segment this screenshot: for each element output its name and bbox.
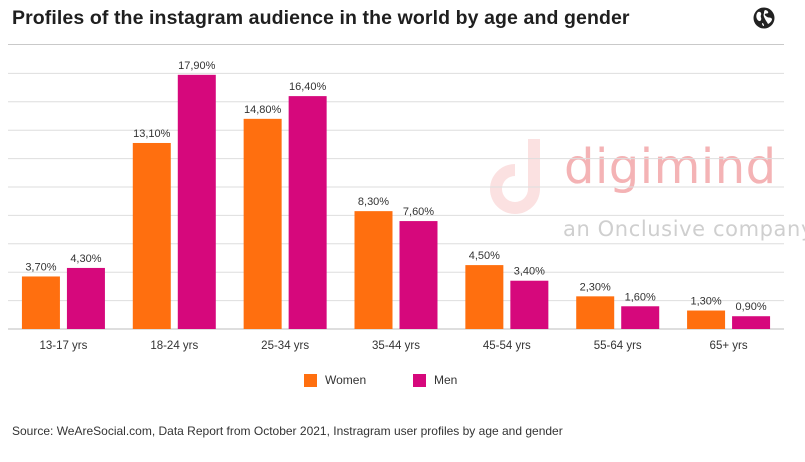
globe-icon bbox=[753, 7, 775, 29]
watermark-tagline: an Onclusive company bbox=[563, 217, 805, 241]
bar-men bbox=[399, 221, 438, 329]
bar-women bbox=[687, 310, 726, 329]
legend-label-men: Men bbox=[434, 373, 458, 387]
legend-men: Men bbox=[413, 372, 457, 388]
bar-women bbox=[243, 118, 282, 329]
data-label-men: 1,60% bbox=[625, 291, 656, 303]
digimind-logo-icon bbox=[490, 139, 540, 214]
x-tick-label: 35-44 yrs bbox=[372, 340, 420, 352]
data-label-women: 4,50% bbox=[469, 250, 500, 262]
data-label-men: 0,90% bbox=[735, 301, 766, 313]
bar-women bbox=[354, 211, 393, 329]
bar-women bbox=[132, 142, 171, 329]
data-label-men: 16,40% bbox=[289, 81, 327, 93]
x-tick-label: 13-17 yrs bbox=[39, 340, 87, 352]
bar-men bbox=[66, 267, 105, 329]
chart-title: Profiles of the instagram audience in th… bbox=[12, 7, 630, 29]
bar-men bbox=[621, 306, 660, 329]
data-label-women: 8,30% bbox=[358, 196, 389, 208]
source-note: Source: WeAreSocial.com, Data Report fro… bbox=[12, 424, 563, 438]
bar-women bbox=[465, 265, 504, 329]
data-label-men: 17,90% bbox=[178, 60, 216, 72]
data-label-women: 2,30% bbox=[580, 281, 611, 293]
x-tick-label: 18-24 yrs bbox=[150, 340, 198, 352]
data-label-men: 7,60% bbox=[403, 206, 434, 218]
legend-label-women: Women bbox=[325, 373, 367, 387]
data-label-men: 4,30% bbox=[70, 253, 101, 265]
data-label-women: 1,30% bbox=[690, 296, 721, 308]
bar-men bbox=[177, 74, 216, 329]
x-tick-label: 45-54 yrs bbox=[483, 340, 531, 352]
x-tick-label: 65+ yrs bbox=[710, 340, 748, 352]
data-label-women: 14,80% bbox=[244, 104, 282, 116]
bar-men bbox=[288, 96, 327, 330]
data-label-women: 13,10% bbox=[133, 128, 171, 140]
title-divider bbox=[8, 44, 784, 45]
legend-swatch-men bbox=[413, 373, 426, 387]
legend-women: Women bbox=[304, 372, 366, 388]
bar-men bbox=[732, 316, 771, 329]
data-label-men: 3,40% bbox=[514, 266, 545, 278]
x-tick-label: 55-64 yrs bbox=[594, 340, 642, 352]
bar-men bbox=[510, 280, 549, 329]
watermark-brand: digimind bbox=[564, 139, 777, 195]
digimind-watermark: digimind an Onclusive company bbox=[484, 137, 805, 247]
legend-swatch-women bbox=[304, 373, 317, 387]
bar-women bbox=[576, 296, 615, 329]
data-label-women: 3,70% bbox=[25, 261, 56, 273]
x-tick-label: 25-34 yrs bbox=[261, 340, 309, 352]
bar-women bbox=[21, 276, 60, 329]
